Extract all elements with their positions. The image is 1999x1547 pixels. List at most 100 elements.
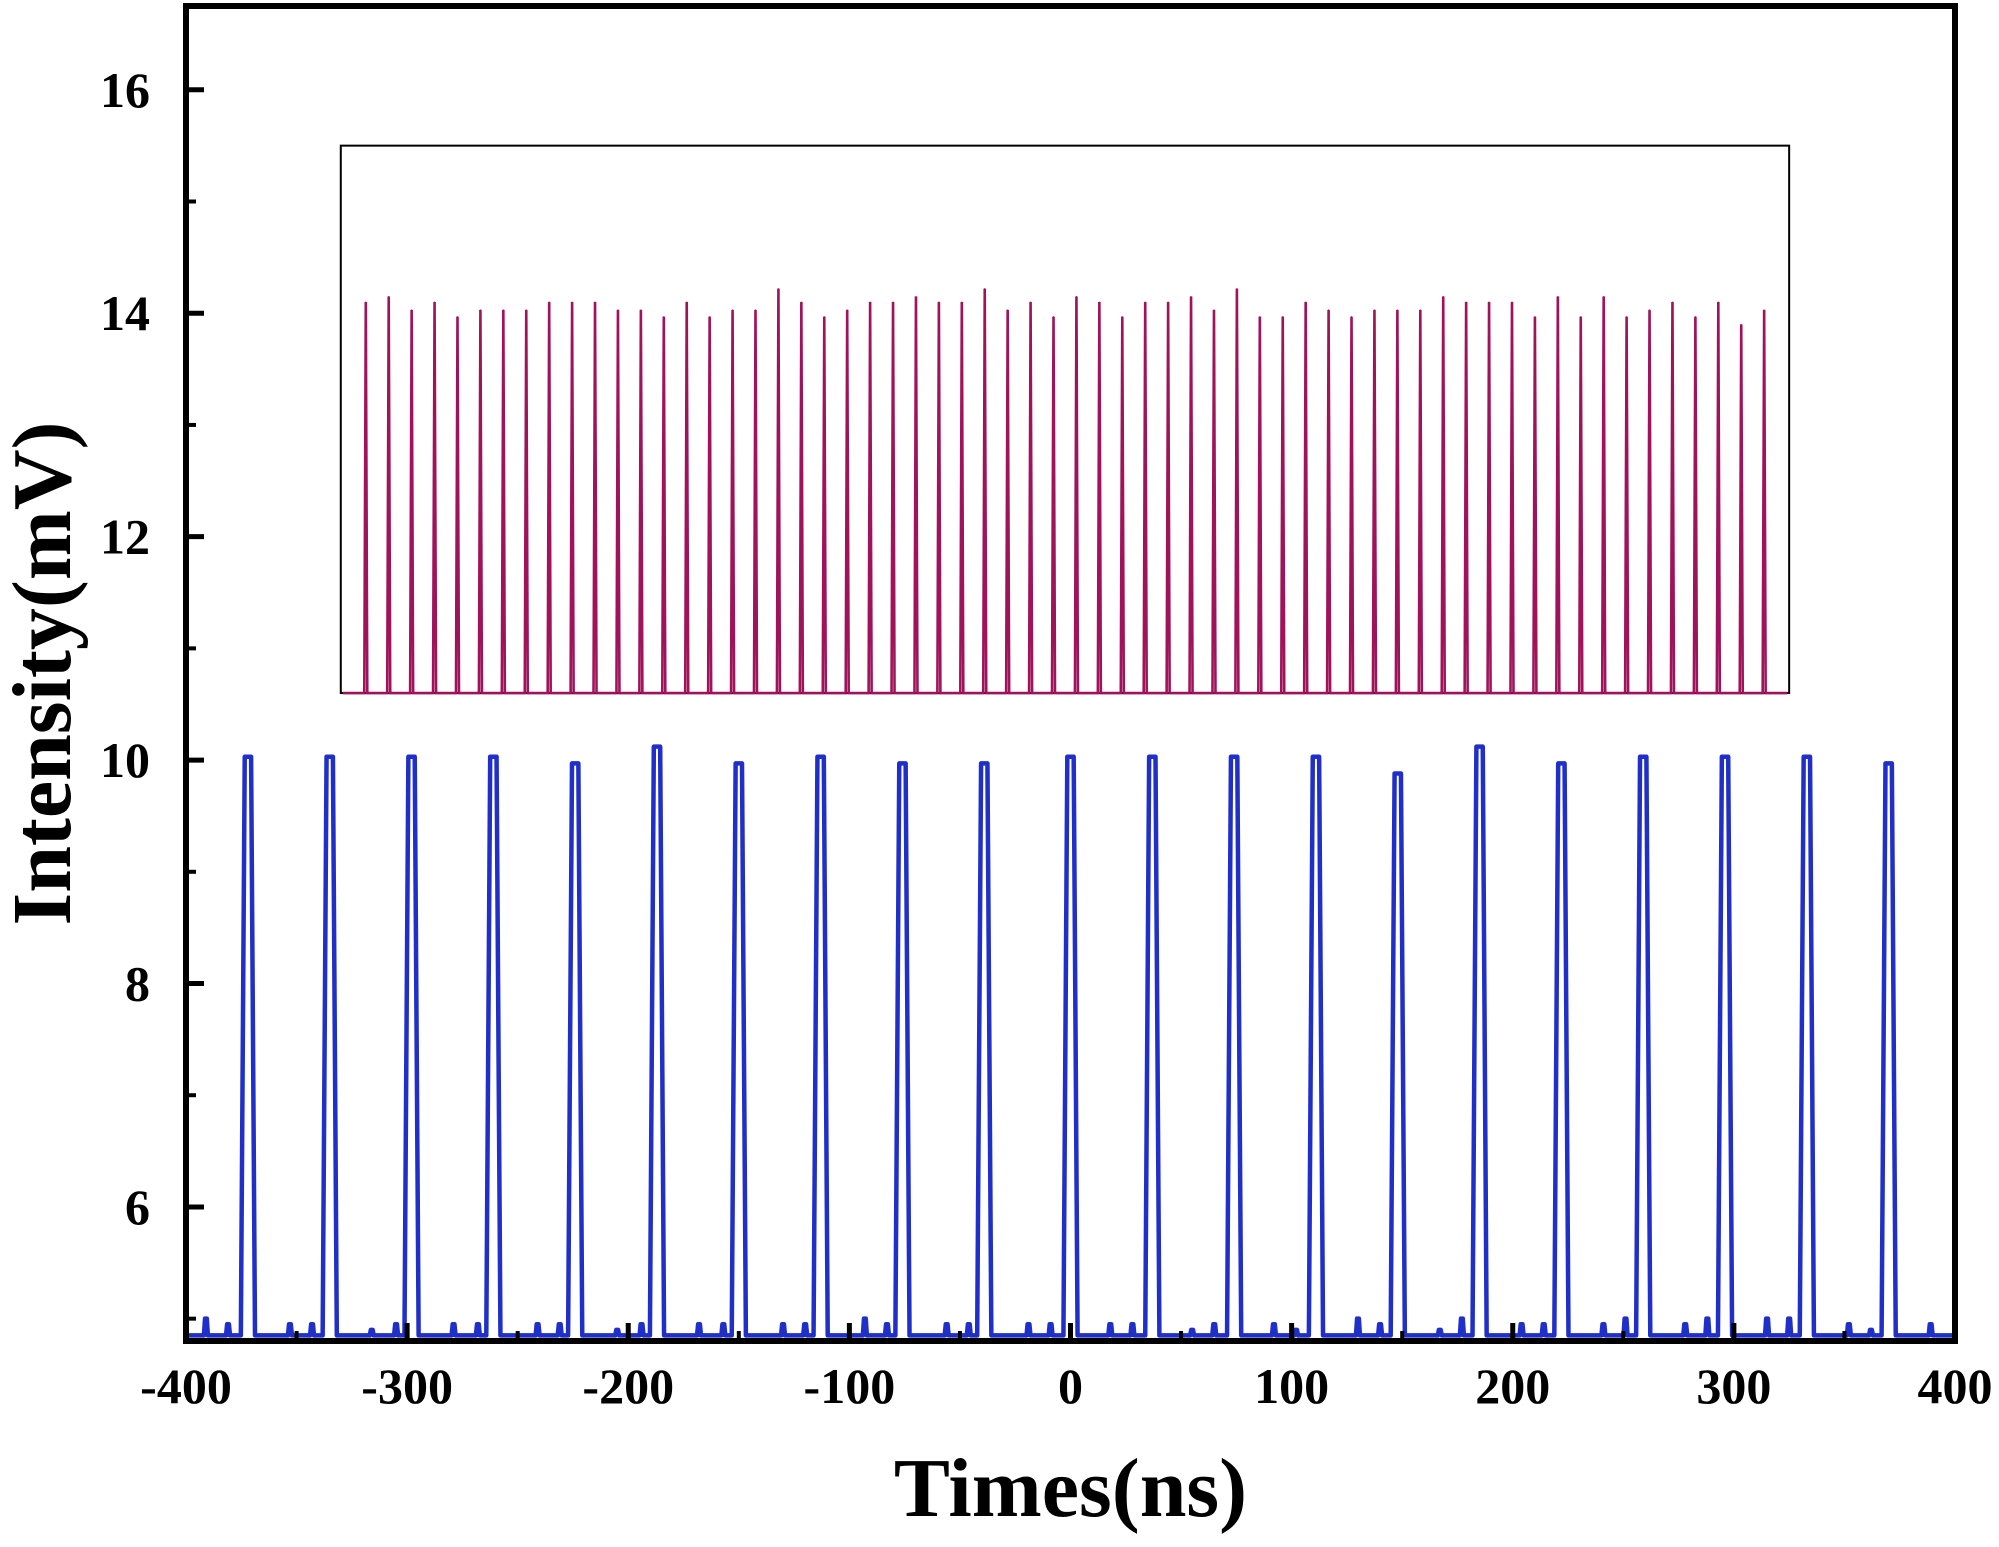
main-pulse-peak <box>1560 762 1562 764</box>
inset-pulse-peak <box>1282 316 1284 318</box>
inset-pulse-peak <box>1053 316 1055 318</box>
inset-pulse-peak <box>640 309 642 311</box>
inset-pulse-peak <box>617 309 619 311</box>
main-pulse-peak <box>820 756 822 758</box>
inset-pulse-peak <box>892 301 894 303</box>
inset-series-line <box>342 288 1788 695</box>
inset-pulse-peak <box>1442 295 1444 297</box>
y-tick-label: 14 <box>100 285 150 341</box>
inset-pulse-peak <box>938 301 940 303</box>
inset-pulse-peak <box>1121 316 1123 318</box>
inset-pulse-peak <box>571 301 573 303</box>
inset-pulse-peak <box>1098 301 1100 303</box>
x-tick-label: -400 <box>140 1358 232 1414</box>
inset-pulse-peak <box>1649 309 1651 311</box>
y-tick-label: 10 <box>100 732 150 788</box>
inset-pulse-peak <box>1465 301 1467 303</box>
y-tick-label: 12 <box>100 509 150 565</box>
main-series <box>186 744 1955 1338</box>
y-axis-title: Intensity(mV) <box>0 422 89 926</box>
main-pulse-peak <box>1479 746 1481 748</box>
main-pulse-peak <box>1233 756 1235 758</box>
y-tick-label: 8 <box>125 956 150 1012</box>
main-pulse-peak <box>1724 756 1726 758</box>
inset-pulse-peak <box>686 301 688 303</box>
x-tick-label: -200 <box>582 1358 674 1414</box>
x-tick-label: 300 <box>1696 1358 1771 1414</box>
x-axis-title: Times(ns) <box>894 1442 1247 1535</box>
inset-pulse-peak <box>915 295 917 297</box>
inset-pulse-peak <box>709 316 711 318</box>
main-pulse-peak <box>574 762 576 764</box>
inset-pulse-peak <box>434 301 436 303</box>
inset-pulse-peak <box>1419 309 1421 311</box>
main-pulse-peak <box>1151 756 1153 758</box>
inset-pulse-peak <box>1511 301 1513 303</box>
inset-pulse-peak <box>1763 309 1765 311</box>
main-pulse-peak <box>983 762 985 764</box>
inset-pulse-peak <box>1626 316 1628 318</box>
inset-pulse-peak <box>1603 295 1605 297</box>
inset-pulse-peak <box>1694 316 1696 318</box>
inset-pulse-peak <box>1190 295 1192 297</box>
main-series-line <box>186 744 1955 1338</box>
inset-pulse-peak <box>1167 301 1169 303</box>
inset-pulse-peak <box>1259 316 1261 318</box>
inset-pulse-peak <box>1534 316 1536 318</box>
inset-frame <box>339 144 1791 695</box>
inset-pulse-peak <box>1580 316 1582 318</box>
inset-pulse-peak <box>456 316 458 318</box>
inset-pulse-peak <box>1373 309 1375 311</box>
inset-pulse-peak <box>1328 309 1330 311</box>
main-pulse-peak <box>1070 756 1071 758</box>
inset-pulse-peak <box>1671 301 1673 303</box>
main-pulse-peak <box>738 762 740 764</box>
inset-pulse-peak <box>1488 301 1490 303</box>
main-pulse-peak <box>329 756 331 758</box>
y-tick-label: 6 <box>125 1179 150 1235</box>
main-pulse-peak <box>411 756 413 758</box>
inset-pulse-peak <box>525 309 527 311</box>
x-tick-label: -300 <box>361 1358 453 1414</box>
x-axis-ticks: -400 -300 -200 -100 0 100 200 300 400 <box>140 1323 1993 1414</box>
main-pulse-peak <box>1397 772 1399 774</box>
x-tick-label: 400 <box>1918 1358 1993 1414</box>
main-pulse-peak <box>1642 756 1644 758</box>
inset-panel <box>339 144 1791 695</box>
main-pulse-peak <box>656 746 658 748</box>
inset-pulse-peak <box>365 301 367 303</box>
x-tick-label: 200 <box>1475 1358 1550 1414</box>
inset-pulse-peak <box>984 288 986 290</box>
inset-pulse-peak <box>777 288 779 290</box>
inset-pulse-peak <box>1351 316 1353 318</box>
inset-pulse-peak <box>663 316 665 318</box>
inset-pulse-peak <box>1030 301 1032 303</box>
inset-pulse-peak <box>800 301 802 303</box>
inset-pulse-peak <box>388 295 390 297</box>
inset-pulse-peak <box>732 309 734 311</box>
inset-pulse-peak <box>1740 323 1742 325</box>
main-pulse-peak <box>1888 762 1890 764</box>
inset-pulse-peak <box>846 309 848 311</box>
y-tick-label: 16 <box>100 62 150 118</box>
x-tick-label: 100 <box>1254 1358 1329 1414</box>
main-pulse-peak <box>901 762 903 764</box>
main-pulse-peak <box>492 756 494 758</box>
inset-pulse-peak <box>961 301 963 303</box>
y-axis-ticks: 6 8 10 12 14 16 <box>100 62 204 1321</box>
inset-pulse-peak <box>1396 309 1398 311</box>
inset-pulse-peak <box>869 301 871 303</box>
inset-pulse-peak <box>1717 301 1719 303</box>
inset-pulse-peak <box>1557 295 1559 297</box>
x-tick-label: 0 <box>1058 1358 1083 1414</box>
inset-pulse-peak <box>823 316 825 318</box>
inset-pulse-peak <box>1213 309 1215 311</box>
inset-pulse-peak <box>479 309 481 311</box>
main-pulse-peak <box>1806 756 1808 758</box>
inset-pulse-peak <box>411 309 413 311</box>
inset-pulse-peak <box>754 309 756 311</box>
main-pulse-peak <box>247 756 249 758</box>
x-tick-label: -100 <box>804 1358 896 1414</box>
inset-pulse-peak <box>594 301 596 303</box>
